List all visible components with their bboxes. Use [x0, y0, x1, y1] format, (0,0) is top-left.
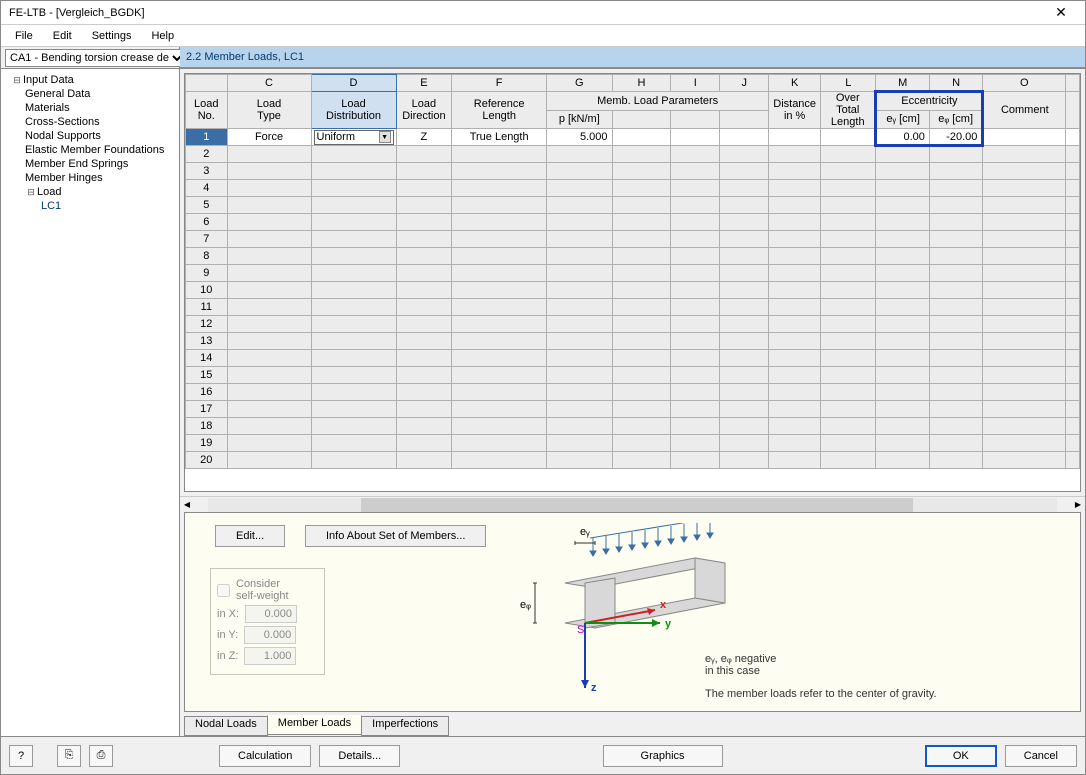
close-icon[interactable]: ✕ [1045, 4, 1077, 21]
inz-field [244, 647, 296, 665]
tree-item[interactable]: Member End Springs [1, 157, 179, 171]
calc-button[interactable]: Calculation [219, 745, 311, 767]
import-icon[interactable]: ⎙ [89, 745, 113, 767]
case-dropdown[interactable]: CA1 - Bending torsion crease de [5, 49, 186, 67]
tab-member[interactable]: Member Loads [267, 715, 362, 735]
tree-load[interactable]: ⊟Load [1, 185, 179, 199]
tree-item[interactable]: Cross-Sections [1, 115, 179, 129]
menu-help[interactable]: Help [143, 28, 182, 44]
cancel-button[interactable]: Cancel [1005, 745, 1077, 767]
tree-item[interactable]: Member Hinges [1, 171, 179, 185]
tree-item[interactable]: Materials [1, 101, 179, 115]
detail-panel: Edit... Info About Set of Members... Con… [184, 512, 1081, 712]
svg-text:z: z [591, 682, 597, 694]
edit-button[interactable]: Edit... [215, 525, 285, 547]
consider-checkbox[interactable] [217, 584, 230, 597]
tab-nodal[interactable]: Nodal Loads [184, 716, 268, 736]
iny-field [244, 626, 296, 644]
svg-text:S: S [577, 624, 584, 636]
window-title: FE-LTB - [Vergleich_BGDK] [9, 7, 1045, 19]
svg-text:eᵩ: eᵩ [520, 599, 531, 611]
menu-bar: File Edit Settings Help [1, 25, 1085, 47]
h-scrollbar[interactable]: ◀▶ [180, 496, 1085, 512]
svg-text:y: y [665, 618, 672, 630]
menu-edit[interactable]: Edit [45, 28, 80, 44]
export-icon[interactable]: ⎘ [57, 745, 81, 767]
svg-text:x: x [660, 599, 667, 611]
title-bar: FE-LTB - [Vergleich_BGDK] ✕ [1, 1, 1085, 25]
self-weight-box: Consider self-weight in X: in Y: in Z: [210, 568, 325, 675]
nav-tree: ⊟Input Data General Data Materials Cross… [1, 69, 180, 736]
tree-item[interactable]: Nodal Supports [1, 129, 179, 143]
details-button[interactable]: Details... [319, 745, 400, 767]
help-icon[interactable]: ? [9, 745, 33, 767]
menu-settings[interactable]: Settings [84, 28, 140, 44]
bottom-tabs: Nodal Loads Member Loads Imperfections [184, 716, 1081, 736]
tree-lc1[interactable]: LC1 [1, 199, 179, 213]
ok-button[interactable]: OK [925, 745, 997, 767]
beam-diagram: eᵧ eᵩ S x y z eᵧ, eᵩ negative in this ca… [495, 523, 1035, 708]
tree-item[interactable]: General Data [1, 87, 179, 101]
footer: ? ⎘ ⎙ Calculation Details... Graphics OK… [1, 736, 1085, 774]
loads-grid[interactable]: CDEFGHIJKLMNO Load No. Load Type Load Di… [185, 74, 1080, 469]
graphics-button[interactable]: Graphics [603, 745, 723, 767]
info-button[interactable]: Info About Set of Members... [305, 525, 486, 547]
panel-title: 2.2 Member Loads, LC1 [180, 47, 1085, 68]
menu-file[interactable]: File [7, 28, 41, 44]
tree-root[interactable]: ⊟Input Data [1, 73, 179, 87]
svg-text:eᵧ: eᵧ [580, 526, 590, 538]
tab-imperf[interactable]: Imperfections [361, 716, 449, 736]
inx-field [245, 605, 297, 623]
tree-item[interactable]: Elastic Member Foundations [1, 143, 179, 157]
